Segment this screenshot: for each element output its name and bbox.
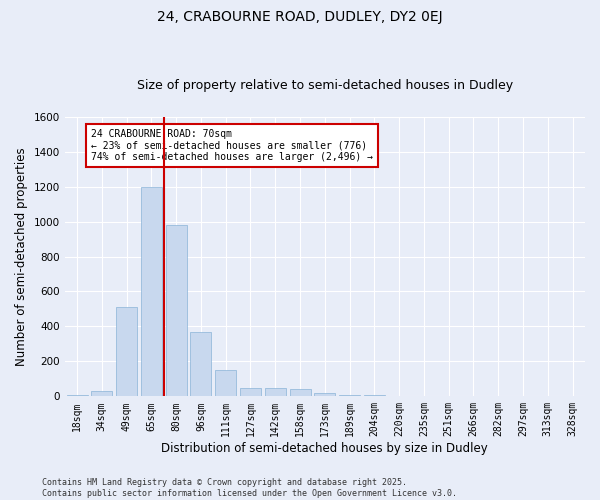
Bar [91, 391, 112, 396]
Bar [265, 388, 286, 396]
Bar [141, 186, 162, 396]
Bar [339, 394, 360, 396]
Bar [240, 388, 261, 396]
Bar [116, 307, 137, 396]
Bar [314, 393, 335, 396]
Text: 24, CRABOURNE ROAD, DUDLEY, DY2 0EJ: 24, CRABOURNE ROAD, DUDLEY, DY2 0EJ [157, 10, 443, 24]
Title: Size of property relative to semi-detached houses in Dudley: Size of property relative to semi-detach… [137, 79, 513, 92]
X-axis label: Distribution of semi-detached houses by size in Dudley: Distribution of semi-detached houses by … [161, 442, 488, 455]
Y-axis label: Number of semi-detached properties: Number of semi-detached properties [15, 147, 28, 366]
Bar [166, 225, 187, 396]
Bar [190, 332, 211, 396]
Bar [215, 370, 236, 396]
Bar [290, 390, 311, 396]
Text: Contains HM Land Registry data © Crown copyright and database right 2025.
Contai: Contains HM Land Registry data © Crown c… [42, 478, 457, 498]
Text: 24 CRABOURNE ROAD: 70sqm
← 23% of semi-detached houses are smaller (776)
74% of : 24 CRABOURNE ROAD: 70sqm ← 23% of semi-d… [91, 129, 373, 162]
